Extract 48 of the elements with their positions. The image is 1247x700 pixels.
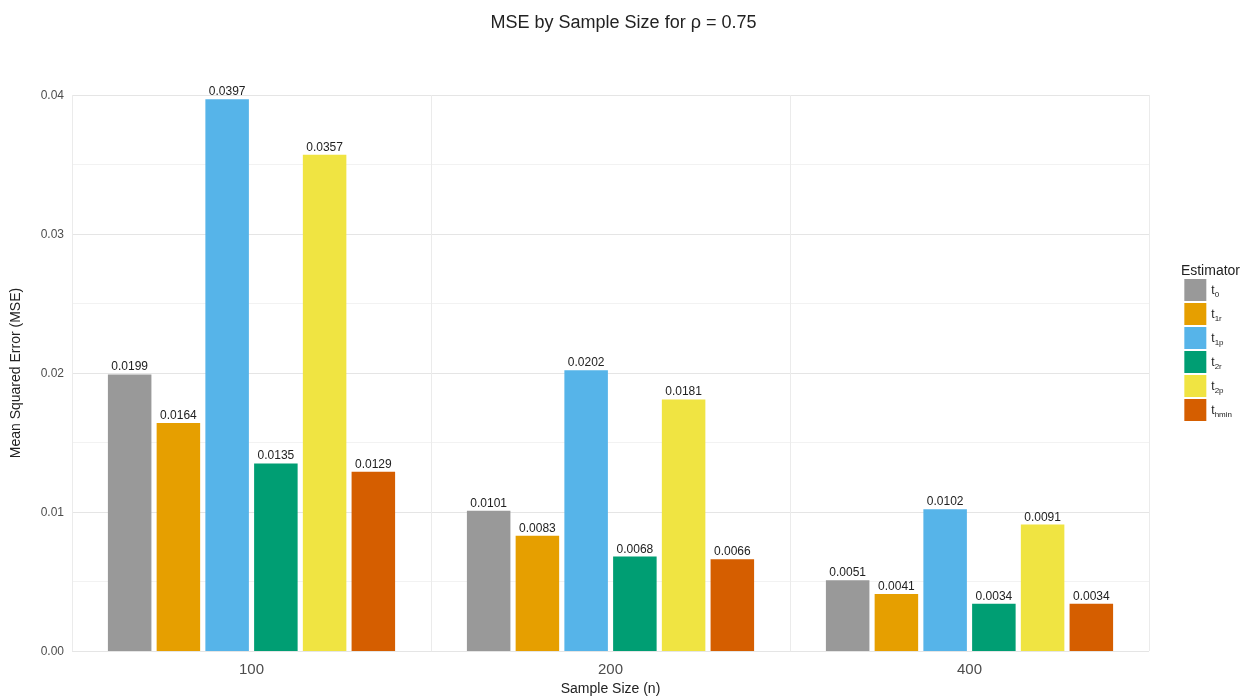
data-label: 0.0164 — [160, 408, 198, 423]
bar — [107, 374, 152, 652]
x-tick-label: 200 — [597, 660, 624, 678]
y-tick-label: 0.04 — [40, 88, 65, 102]
data-label: 0.0066 — [713, 544, 752, 559]
bar — [825, 580, 870, 652]
data-label: 0.0397 — [208, 84, 246, 99]
data-label: 0.0068 — [616, 541, 654, 556]
x-tick-label: 100 — [238, 660, 265, 678]
bar — [1020, 524, 1065, 652]
bar — [710, 559, 755, 652]
data-label: 0.0051 — [829, 565, 867, 580]
bar — [254, 463, 298, 652]
bar — [302, 154, 347, 652]
chart-title: MSE by Sample Size for ρ = 0.75 — [490, 12, 757, 32]
y-tick-label: 0.02 — [40, 366, 65, 381]
data-label: 0.0199 — [111, 359, 149, 374]
bar — [515, 535, 560, 652]
data-label: 0.0135 — [257, 448, 295, 463]
data-label: 0.0101 — [470, 495, 508, 510]
y-tick-label: 0.03 — [40, 227, 65, 242]
data-label: 0.0083 — [519, 520, 557, 535]
y-tick-label: 0.01 — [40, 505, 65, 520]
data-label: 0.0091 — [1024, 509, 1062, 524]
bar — [564, 370, 608, 652]
bar — [874, 594, 919, 652]
bar — [923, 509, 967, 652]
bar — [466, 510, 511, 652]
bar — [613, 556, 657, 652]
data-label: 0.0102 — [926, 494, 964, 509]
x-axis-title: Sample Size (n) — [560, 680, 661, 696]
x-tick-label: 400 — [956, 660, 983, 678]
data-label: 0.0034 — [975, 588, 1013, 603]
bar — [351, 471, 396, 652]
bar — [205, 99, 249, 652]
data-label: 0.0357 — [306, 139, 344, 154]
data-label: 0.0129 — [354, 456, 393, 471]
data-label: 0.0041 — [878, 579, 916, 594]
legend-title: Estimator — [1180, 262, 1241, 278]
bar — [1069, 603, 1114, 652]
data-label: 0.0181 — [665, 384, 703, 399]
y-tick-label: 0.00 — [40, 644, 65, 659]
bar — [661, 399, 706, 652]
data-label: 0.0034 — [1072, 588, 1111, 603]
bar — [156, 423, 201, 652]
bar — [972, 603, 1016, 652]
data-label: 0.0202 — [567, 355, 605, 370]
y-axis-title: Mean Squared Error (MSE) — [7, 287, 23, 459]
